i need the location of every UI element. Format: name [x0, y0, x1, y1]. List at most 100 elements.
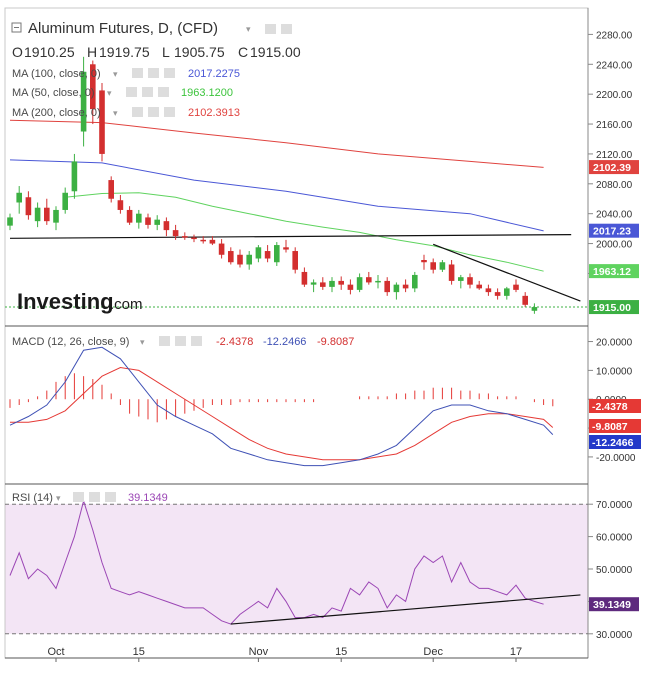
- ma200-eye-icon[interactable]: [132, 107, 143, 117]
- macd-value-tag: [589, 435, 641, 449]
- macd-eye-icon[interactable]: [159, 336, 170, 346]
- rsi-tick-label: 60.0000: [596, 533, 633, 544]
- candle-body: [467, 277, 473, 285]
- macd-value-tag-label: -9.8087: [592, 421, 628, 433]
- candle-body: [430, 262, 436, 270]
- header-legend: Aluminum Futures, D, (CFD) ▾ O 1910.25 H…: [11, 20, 301, 119]
- ohlc-open-value: 1910.25: [24, 44, 75, 60]
- candle-body: [283, 247, 289, 250]
- ma200-dropdown-icon[interactable]: ▾: [113, 108, 118, 118]
- candle-body: [264, 251, 271, 259]
- ma100-eye-icon[interactable]: [132, 68, 143, 78]
- price-tick-label: 2040.00: [596, 210, 633, 221]
- time-tick-label: 17: [510, 646, 522, 658]
- gear-icon[interactable]: [281, 24, 292, 34]
- ohlc-close-value: 1915.00: [250, 44, 301, 60]
- ma50-gear-icon[interactable]: [142, 87, 153, 97]
- candle-body: [7, 217, 13, 226]
- macd-main-line: [9, 346, 554, 467]
- rsi-line: [9, 499, 544, 625]
- ma200-gear-icon[interactable]: [148, 107, 159, 117]
- investing-logo: Investing .com: [17, 289, 143, 314]
- ma50-eye-icon[interactable]: [126, 87, 137, 97]
- price-tag: [589, 223, 639, 238]
- price-tag-label: 1915.00: [593, 302, 631, 314]
- candle-body: [421, 260, 427, 263]
- ma50-label: MA (50, close, 0): [12, 87, 95, 99]
- collapse-icon[interactable]: [11, 22, 22, 33]
- ma100-value: 2017.2275: [188, 68, 240, 80]
- candle-body: [16, 192, 22, 203]
- macd-value-tag-label: -12.2466: [592, 437, 634, 449]
- time-tick-label: Dec: [423, 646, 443, 658]
- candle-body: [366, 277, 372, 283]
- macd-line-value: -12.2466: [263, 336, 306, 348]
- rsi-band: [5, 504, 588, 634]
- rsi-close-icon[interactable]: [105, 492, 116, 502]
- price-tag-label: 2017.23: [593, 226, 631, 238]
- ohlc-open-key: O: [12, 44, 23, 60]
- candle-body: [329, 280, 335, 287]
- price-tick-label: 2080.00: [596, 180, 633, 191]
- macd-hist-value: -2.4378: [216, 336, 253, 348]
- candle-body: [126, 209, 133, 223]
- candle-body: [439, 262, 446, 270]
- ma50-line: [65, 192, 544, 272]
- macd-signal-value: -9.8087: [317, 336, 354, 348]
- ma200-close-icon[interactable]: [164, 107, 175, 117]
- candle-body: [53, 209, 59, 223]
- candle-body: [62, 192, 68, 210]
- rsi-value-tag-label: 39.1349: [593, 599, 631, 611]
- macd-gear-icon[interactable]: [175, 336, 186, 346]
- price-tick-label: 2280.00: [596, 30, 633, 41]
- price-tick-label: 2160.00: [596, 120, 633, 131]
- candle-body: [246, 254, 252, 265]
- rsi-value: 39.1349: [128, 492, 168, 504]
- ma50-close-icon[interactable]: [158, 87, 169, 97]
- candle-body: [172, 230, 179, 237]
- rsi-tick-label: 70.0000: [596, 500, 633, 511]
- candle-body: [384, 280, 390, 293]
- ma100-close-icon[interactable]: [164, 68, 175, 78]
- candle-body: [485, 288, 492, 293]
- candle-body: [393, 284, 400, 293]
- candle-body: [513, 284, 519, 290]
- candle-body: [237, 254, 243, 265]
- ma100-gear-icon[interactable]: [148, 68, 159, 78]
- eye-icon[interactable]: [265, 24, 276, 34]
- candle-body: [338, 280, 344, 285]
- candle-body: [301, 271, 308, 285]
- rsi-tick-label: 50.0000: [596, 565, 633, 576]
- candle-body: [228, 251, 234, 263]
- ma100-line: [9, 159, 544, 232]
- candle-body: [448, 264, 455, 281]
- candle-body: [504, 288, 510, 296]
- ma100-dropdown-icon[interactable]: ▾: [113, 69, 118, 79]
- ohlc-close-key: C: [238, 44, 248, 60]
- rsi-tick-label: 30.0000: [596, 630, 633, 641]
- rsi-dropdown-icon[interactable]: ▾: [56, 493, 61, 503]
- macd-close-icon[interactable]: [191, 336, 202, 346]
- price-tick-label: 2240.00: [596, 60, 633, 71]
- candle-body: [522, 295, 528, 305]
- rsi-gear-icon[interactable]: [89, 492, 100, 502]
- candle-body: [80, 71, 87, 132]
- ma50-dropdown-icon[interactable]: ▾: [107, 88, 112, 98]
- candle-body: [412, 274, 418, 289]
- price-tag: [589, 264, 639, 279]
- candle-body: [375, 280, 381, 283]
- candle-body: [44, 207, 50, 222]
- candle-body: [200, 239, 206, 242]
- macd-value-tag: [589, 399, 641, 413]
- rsi-trendline: [230, 594, 581, 625]
- candle-body: [347, 284, 354, 290]
- macd-dropdown-icon[interactable]: ▾: [140, 337, 145, 347]
- title-dropdown-icon[interactable]: ▾: [246, 24, 251, 34]
- price-tag-label: 2102.39: [593, 162, 631, 174]
- candle-body: [154, 219, 160, 225]
- rsi-eye-icon[interactable]: [73, 492, 84, 502]
- macd-signal-line: [10, 366, 554, 461]
- price-tick-label: 2120.00: [596, 150, 633, 161]
- candle-body: [163, 221, 170, 231]
